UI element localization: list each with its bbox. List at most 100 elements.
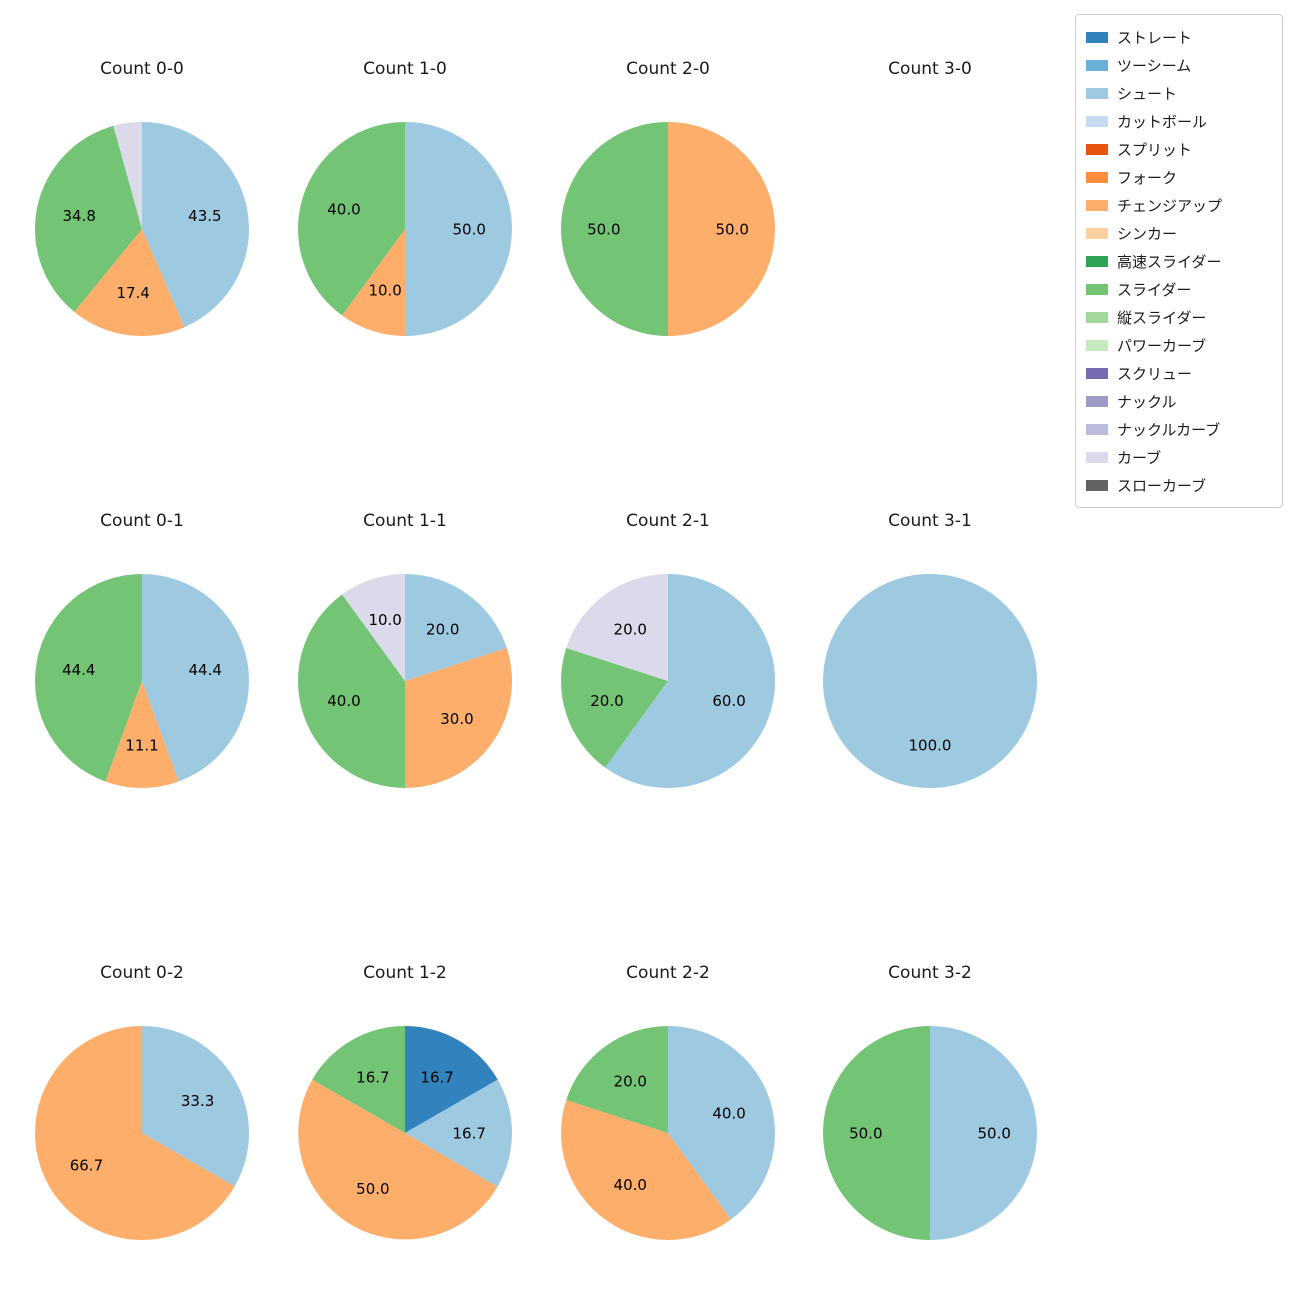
legend-label: スライダー — [1117, 280, 1192, 299]
pie-slice-シュート — [405, 1079, 512, 1187]
pie-slice-シュート — [605, 574, 776, 788]
pie-svg: 50.0 50.0 — [823, 1026, 1037, 1240]
pie-percent-label: 20.0 — [426, 620, 459, 638]
chart-cell-count-2-2: Count 2-2 40.0 40.0 20.0 — [558, 953, 778, 1243]
pie-slice-シュート — [405, 574, 507, 681]
pie-slice-シュート — [142, 122, 249, 328]
pie-percent-label: 44.4 — [62, 661, 95, 679]
legend-label: ストレート — [1117, 28, 1193, 47]
pie-svg: 20.0 30.0 40.0 10.0 — [298, 574, 512, 788]
legend-swatch — [1086, 31, 1108, 43]
legend-swatch — [1086, 115, 1108, 127]
pie-count-1-2: 16.7 16.7 50.0 16.7 — [295, 1023, 515, 1243]
legend-label: シュート — [1117, 84, 1178, 103]
pie-slice-ストレート — [405, 1026, 498, 1133]
pie-percent-label: 50.0 — [849, 1124, 882, 1142]
legend-swatch — [1086, 395, 1108, 407]
legend: ストレート ツーシーム シュート カットボール スプリット フォーク チェンジアップ シンカー… — [1075, 14, 1283, 508]
legend-item: フォーク — [1086, 163, 1272, 191]
pie-percent-label: 10.0 — [368, 611, 401, 629]
legend-label: スローカーブ — [1117, 476, 1207, 495]
legend-swatch — [1086, 451, 1108, 463]
pie-slice-シュート — [142, 574, 250, 782]
pie-count-2-1: 60.0 20.0 20.0 — [558, 571, 778, 791]
legend-item: ストレート — [1086, 23, 1272, 51]
chart-title-count-3-2: Count 3-2 — [888, 963, 972, 983]
pie-percent-label: 16.7 — [452, 1124, 485, 1142]
pie-percent-label: 33.3 — [181, 1092, 214, 1110]
chart-cell-count-3-2: Count 3-2 50.0 50.0 — [820, 953, 1040, 1243]
chart-cell-count-2-0: Count 2-0 50.0 50.0 — [558, 49, 778, 339]
pie-slice-チェンジアップ — [561, 1099, 731, 1240]
pie-svg: 44.4 11.1 44.4 — [34, 574, 250, 789]
legend-label: ツーシーム — [1117, 56, 1192, 75]
pie-percent-label: 20.0 — [590, 692, 623, 710]
pie-count-1-1: 20.0 30.0 40.0 10.0 — [295, 571, 515, 791]
pie-slice-カーブ — [566, 574, 668, 681]
chart-cell-count-0-0: Count 0-0 43.5 17.4 34.8 — [32, 49, 252, 339]
legend-label: シンカー — [1117, 224, 1178, 243]
chart-title-count-1-0: Count 1-0 — [363, 59, 447, 79]
pie-slice-シュート — [823, 574, 1037, 788]
legend-item: ナックル — [1086, 387, 1272, 415]
chart-title-count-0-1: Count 0-1 — [100, 511, 184, 531]
chart-cell-count-2-1: Count 2-1 60.0 20.0 20.0 — [558, 501, 778, 791]
pie-percent-label: 50.0 — [977, 1124, 1010, 1142]
pie-slice-スライダー — [566, 1026, 668, 1133]
chart-title-count-2-1: Count 2-1 — [626, 511, 710, 531]
chart-cell-count-1-1: Count 1-1 20.0 30.0 40.0 10.0 — [295, 501, 515, 791]
pie-percent-label: 50.0 — [587, 220, 620, 238]
pie-slice-チェンジアップ — [298, 1079, 498, 1240]
chart-cell-count-3-0: Count 3-0 — [820, 49, 1040, 339]
legend-item: スライダー — [1086, 275, 1272, 303]
pie-percent-label: 10.0 — [368, 281, 401, 299]
pie-slice-シュート — [405, 122, 512, 336]
legend-label: 高速スライダー — [1117, 252, 1222, 271]
legend-swatch — [1086, 367, 1108, 379]
legend-swatch — [1086, 339, 1108, 351]
chart-title-count-2-2: Count 2-2 — [626, 963, 710, 983]
pie-percent-label: 16.7 — [356, 1069, 389, 1087]
legend-swatch — [1086, 227, 1108, 239]
legend-swatch — [1086, 87, 1108, 99]
pie-percent-label: 60.0 — [712, 692, 745, 710]
legend-label: カットボール — [1117, 112, 1208, 131]
legend-item: カットボール — [1086, 107, 1272, 135]
chart-title-count-0-0: Count 0-0 — [100, 59, 184, 79]
pie-count-1-0: 50.0 10.0 40.0 — [295, 119, 515, 339]
pie-slice-スライダー — [823, 1026, 930, 1240]
pie-percent-label: 50.0 — [356, 1180, 389, 1198]
legend-swatch — [1086, 255, 1108, 267]
pie-count-3-1: 100.0 — [820, 571, 1040, 791]
legend-item: ナックルカーブ — [1086, 415, 1272, 443]
chart-title-count-0-2: Count 0-2 — [100, 963, 184, 983]
pie-svg: 60.0 20.0 20.0 — [561, 574, 776, 788]
legend-label: ナックルカーブ — [1117, 420, 1221, 439]
pie-percent-label: 40.0 — [327, 200, 360, 218]
chart-title-count-3-0: Count 3-0 — [888, 59, 972, 79]
legend-item: 高速スライダー — [1086, 247, 1272, 275]
pie-percent-label: 17.4 — [116, 284, 149, 302]
pie-count-2-0: 50.0 50.0 — [558, 119, 778, 339]
pie-svg: 16.7 16.7 50.0 16.7 — [298, 1026, 512, 1240]
pie-slice-シュート — [668, 1026, 775, 1220]
legend-swatch — [1086, 479, 1108, 491]
pie-count-3-2: 50.0 50.0 — [820, 1023, 1040, 1243]
pie-slice-シュート — [142, 1026, 250, 1187]
pie-slice-スライダー — [561, 122, 668, 336]
pie-percent-label: 50.0 — [715, 220, 748, 238]
pie-percent-label: 11.1 — [125, 736, 158, 754]
legend-label: カーブ — [1117, 448, 1162, 467]
pie-slice-スライダー — [34, 574, 142, 782]
legend-item: 縦スライダー — [1086, 303, 1272, 331]
chart-title-count-2-0: Count 2-0 — [626, 59, 710, 79]
legend-swatch — [1086, 199, 1108, 211]
legend-item: ツーシーム — [1086, 51, 1272, 79]
pie-count-0-1: 44.4 11.1 44.4 — [32, 571, 252, 791]
pie-percent-label: 16.7 — [420, 1069, 453, 1087]
pie-slice-スライダー — [34, 125, 142, 312]
chart-cell-count-1-0: Count 1-0 50.0 10.0 40.0 — [295, 49, 515, 339]
pie-svg: 33.3 66.7 — [35, 1026, 250, 1240]
pie-percent-label: 20.0 — [614, 620, 647, 638]
